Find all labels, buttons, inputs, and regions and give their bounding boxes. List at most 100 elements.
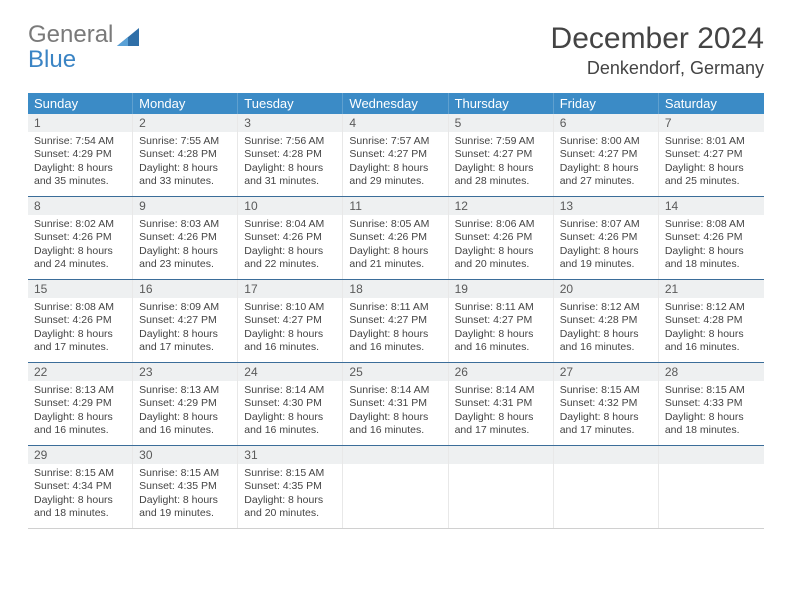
daylight-text: Daylight: 8 hours and 16 minutes. (349, 411, 441, 438)
day-body: Sunrise: 8:15 AMSunset: 4:35 PMDaylight:… (242, 467, 338, 521)
sunset-text: Sunset: 4:26 PM (244, 231, 336, 244)
calendar: SundayMondayTuesdayWednesdayThursdayFrid… (28, 93, 764, 529)
sunset-text: Sunset: 4:27 PM (665, 148, 758, 161)
sunrise-text: Sunrise: 8:10 AM (244, 301, 336, 314)
weeks-container: 1Sunrise: 7:54 AMSunset: 4:29 PMDaylight… (28, 114, 764, 529)
sunrise-text: Sunrise: 8:02 AM (34, 218, 126, 231)
day-body: Sunrise: 8:03 AMSunset: 4:26 PMDaylight:… (137, 218, 233, 272)
sunrise-text: Sunrise: 8:08 AM (34, 301, 126, 314)
day-number: 12 (449, 197, 553, 215)
day-body: Sunrise: 7:59 AMSunset: 4:27 PMDaylight:… (453, 135, 549, 189)
day-body: Sunrise: 8:01 AMSunset: 4:27 PMDaylight:… (663, 135, 760, 189)
daylight-text: Daylight: 8 hours and 22 minutes. (244, 245, 336, 272)
sunrise-text: Sunrise: 7:55 AM (139, 135, 231, 148)
daylight-text: Daylight: 8 hours and 27 minutes. (560, 162, 652, 189)
day-body: Sunrise: 7:57 AMSunset: 4:27 PMDaylight:… (347, 135, 443, 189)
day-cell: 5 Sunrise: 7:59 AMSunset: 4:27 PMDaylight… (449, 114, 554, 196)
day-body: Sunrise: 8:13 AMSunset: 4:29 PMDaylight:… (137, 384, 233, 438)
day-number (659, 446, 764, 464)
day-cell: 23Sunrise: 8:13 AMSunset: 4:29 PMDayligh… (133, 363, 238, 445)
month-title: December 2024 (551, 22, 764, 56)
day-body: Sunrise: 8:05 AMSunset: 4:26 PMDaylight:… (347, 218, 443, 272)
day-number: 19 (449, 280, 553, 298)
day-body: Sunrise: 8:14 AMSunset: 4:31 PMDaylight:… (347, 384, 443, 438)
sunset-text: Sunset: 4:27 PM (455, 148, 547, 161)
daylight-text: Daylight: 8 hours and 19 minutes. (560, 245, 652, 272)
day-body: Sunrise: 8:12 AMSunset: 4:28 PMDaylight:… (558, 301, 654, 355)
brand-line2: Blue (28, 47, 113, 72)
daylight-text: Daylight: 8 hours and 33 minutes. (139, 162, 231, 189)
day-body: Sunrise: 8:09 AMSunset: 4:27 PMDaylight:… (137, 301, 233, 355)
day-number: 25 (343, 363, 447, 381)
day-cell: 8 Sunrise: 8:02 AMSunset: 4:26 PMDaylight… (28, 197, 133, 279)
day-number: 24 (238, 363, 342, 381)
sunset-text: Sunset: 4:31 PM (349, 397, 441, 410)
weekday-header: Friday (554, 93, 659, 114)
weekday-header-row: SundayMondayTuesdayWednesdayThursdayFrid… (28, 93, 764, 114)
day-body: Sunrise: 8:15 AMSunset: 4:33 PMDaylight:… (663, 384, 760, 438)
sunrise-text: Sunrise: 8:03 AM (139, 218, 231, 231)
day-number: 2 (133, 114, 237, 132)
daylight-text: Daylight: 8 hours and 23 minutes. (139, 245, 231, 272)
sunset-text: Sunset: 4:29 PM (34, 148, 126, 161)
week-row: 15 Sunrise: 8:08 AMSunset: 4:26 PMDayligh… (28, 280, 764, 363)
day-cell: 16Sunrise: 8:09 AMSunset: 4:27 PMDayligh… (133, 280, 238, 362)
title-block: December 2024 Denkendorf, Germany (551, 22, 764, 79)
day-cell: 1Sunrise: 7:54 AMSunset: 4:29 PMDaylight… (28, 114, 133, 196)
day-body: Sunrise: 8:08 AMSunset: 4:26 PMDaylight:… (32, 301, 128, 355)
sunset-text: Sunset: 4:29 PM (139, 397, 231, 410)
day-body: Sunrise: 8:02 AMSunset: 4:26 PMDaylight:… (32, 218, 128, 272)
day-cell: 22Sunrise: 8:13 AMSunset: 4:29 PMDayligh… (28, 363, 133, 445)
daylight-text: Daylight: 8 hours and 16 minutes. (244, 411, 336, 438)
sunrise-text: Sunrise: 8:15 AM (244, 467, 336, 480)
sunrise-text: Sunrise: 8:09 AM (139, 301, 231, 314)
sunrise-text: Sunrise: 8:15 AM (665, 384, 758, 397)
daylight-text: Daylight: 8 hours and 35 minutes. (34, 162, 126, 189)
day-cell: 28Sunrise: 8:15 AMSunset: 4:33 PMDayligh… (659, 363, 764, 445)
day-body: Sunrise: 8:15 AMSunset: 4:34 PMDaylight:… (32, 467, 128, 521)
day-cell: 27Sunrise: 8:15 AMSunset: 4:32 PMDayligh… (554, 363, 659, 445)
day-cell: 4Sunrise: 7:57 AMSunset: 4:27 PMDaylight… (343, 114, 448, 196)
daylight-text: Daylight: 8 hours and 19 minutes. (139, 494, 231, 521)
day-body: Sunrise: 8:15 AMSunset: 4:32 PMDaylight:… (558, 384, 654, 438)
daylight-text: Daylight: 8 hours and 17 minutes. (455, 411, 547, 438)
day-cell: 10Sunrise: 8:04 AMSunset: 4:26 PMDayligh… (238, 197, 343, 279)
daylight-text: Daylight: 8 hours and 18 minutes. (665, 411, 758, 438)
day-number: 11 (343, 197, 447, 215)
day-number: 15 (28, 280, 132, 298)
sunrise-text: Sunrise: 8:15 AM (34, 467, 126, 480)
brand-line1: General (28, 22, 113, 47)
sunset-text: Sunset: 4:26 PM (34, 231, 126, 244)
day-cell: 12 Sunrise: 8:06 AMSunset: 4:26 PMDayligh… (449, 197, 554, 279)
day-cell: 6Sunrise: 8:00 AMSunset: 4:27 PMDaylight… (554, 114, 659, 196)
day-body: Sunrise: 8:08 AMSunset: 4:26 PMDaylight:… (663, 218, 760, 272)
day-number (343, 446, 447, 464)
day-cell: 31Sunrise: 8:15 AMSunset: 4:35 PMDayligh… (238, 446, 343, 528)
day-cell: 20Sunrise: 8:12 AMSunset: 4:28 PMDayligh… (554, 280, 659, 362)
daylight-text: Daylight: 8 hours and 28 minutes. (455, 162, 547, 189)
day-number: 8 (28, 197, 132, 215)
day-body: Sunrise: 7:55 AMSunset: 4:28 PMDaylight:… (137, 135, 233, 189)
sunset-text: Sunset: 4:30 PM (244, 397, 336, 410)
sunset-text: Sunset: 4:26 PM (665, 231, 758, 244)
day-cell: 21Sunrise: 8:12 AMSunset: 4:28 PMDayligh… (659, 280, 764, 362)
sunrise-text: Sunrise: 7:59 AM (455, 135, 547, 148)
day-body: Sunrise: 8:07 AMSunset: 4:26 PMDaylight:… (558, 218, 654, 272)
day-cell (449, 446, 554, 528)
day-body: Sunrise: 7:54 AMSunset: 4:29 PMDaylight:… (32, 135, 128, 189)
day-body: Sunrise: 8:06 AMSunset: 4:26 PMDaylight:… (453, 218, 549, 272)
day-number: 5 (449, 114, 553, 132)
day-cell: 30Sunrise: 8:15 AMSunset: 4:35 PMDayligh… (133, 446, 238, 528)
sunrise-text: Sunrise: 8:07 AM (560, 218, 652, 231)
sunset-text: Sunset: 4:28 PM (665, 314, 758, 327)
daylight-text: Daylight: 8 hours and 16 minutes. (349, 328, 441, 355)
day-number: 21 (659, 280, 764, 298)
daylight-text: Daylight: 8 hours and 20 minutes. (455, 245, 547, 272)
sunset-text: Sunset: 4:28 PM (560, 314, 652, 327)
day-body: Sunrise: 8:15 AMSunset: 4:35 PMDaylight:… (137, 467, 233, 521)
sunrise-text: Sunrise: 8:11 AM (349, 301, 441, 314)
day-number (554, 446, 658, 464)
daylight-text: Daylight: 8 hours and 21 minutes. (349, 245, 441, 272)
daylight-text: Daylight: 8 hours and 25 minutes. (665, 162, 758, 189)
sunrise-text: Sunrise: 8:11 AM (455, 301, 547, 314)
